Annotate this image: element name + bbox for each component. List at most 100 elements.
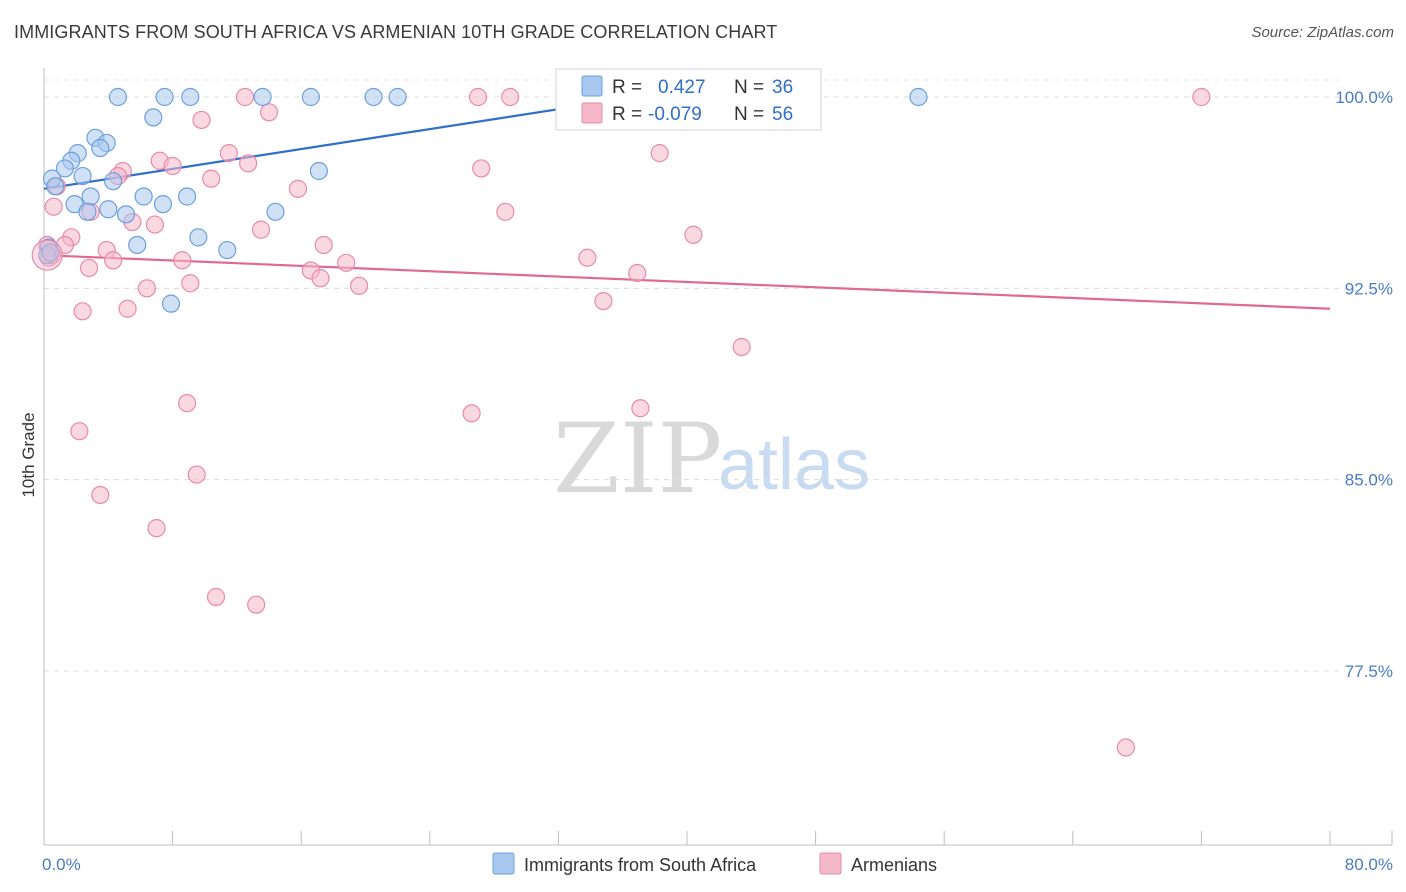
point-pink-8 (219, 144, 238, 163)
point-pink-51 (70, 422, 89, 441)
point-pink-16 (202, 169, 221, 188)
point-blue-34 (41, 243, 60, 262)
point-blue-26 (78, 202, 97, 221)
point-pink-53 (91, 485, 110, 505)
stats-r-value-1: 0.427 (658, 77, 706, 98)
point-pink-57 (1116, 738, 1135, 757)
point-pink-54 (147, 519, 166, 538)
stats-r-value-2: -0.079 (648, 104, 702, 125)
axes (43, 68, 1393, 846)
point-pink-6 (259, 103, 279, 122)
point-pink-44 (594, 291, 613, 311)
point-pink-41 (181, 274, 200, 293)
point-pink-9 (650, 144, 669, 163)
point-pink-7 (192, 110, 211, 130)
stats-swatch-blue (581, 75, 603, 97)
point-blue-2 (181, 87, 200, 107)
x-tick-labels: 0.0% 80.0% (42, 855, 1393, 874)
source-credit: Source: ZipAtlas.com (1251, 24, 1394, 41)
point-blue-22 (177, 187, 197, 206)
point-pink-13 (472, 159, 491, 178)
point-pink-21 (496, 202, 515, 221)
point-blue-28 (266, 202, 285, 221)
point-pink-18 (288, 179, 308, 198)
stats-legend: R = 0.427 N = 36 R = -0.079 N = 56 (555, 68, 822, 131)
point-pink-29 (314, 235, 333, 255)
point-pink-11 (239, 154, 258, 173)
stats-n-value-1: 36 (772, 77, 793, 98)
point-blue-29 (189, 228, 208, 247)
point-pink-23 (145, 215, 165, 234)
point-blue-11 (91, 138, 110, 158)
point-pink-45 (118, 299, 137, 318)
y-axis-label: 10th Grade (19, 412, 38, 497)
point-pink-56 (247, 595, 266, 614)
legend-label-armenians: Armenians (851, 855, 937, 875)
stats-n-label-1: N = (734, 77, 764, 98)
point-blue-17 (73, 166, 92, 186)
trend-lines (43, 90, 1331, 310)
y-tick-label-0: 100.0% (1335, 88, 1393, 107)
point-pink-43 (137, 279, 156, 298)
point-blue-1 (155, 87, 174, 107)
trend-line-pink (43, 254, 1331, 310)
chart-title: IMMIGRANTS FROM SOUTH AFRICA VS ARMENIAN… (14, 22, 778, 42)
point-blue-4 (301, 87, 320, 107)
point-pink-0 (235, 87, 255, 107)
point-blue-18 (104, 172, 123, 191)
point-cluster-origin (31, 239, 63, 271)
grid-lines (44, 79, 1345, 672)
point-pink-2 (501, 87, 520, 107)
x-tick-label-0: 0.0% (42, 855, 81, 874)
y-tick-labels: 100.0% 92.5% 85.0% 77.5% (1335, 88, 1393, 681)
point-blue-32 (218, 240, 237, 260)
y-tick-label-2: 85.0% (1345, 471, 1393, 490)
point-pink-37 (79, 258, 99, 278)
point-pink-52 (187, 465, 206, 484)
y-tick-label-1: 92.5% (1345, 279, 1393, 298)
point-pink-25 (684, 225, 703, 244)
stats-n-value-2: 56 (772, 104, 793, 125)
point-blue-27 (116, 205, 136, 224)
point-pink-24 (251, 220, 271, 239)
point-pink-39 (628, 263, 647, 283)
stats-n-label-2: N = (734, 104, 764, 125)
point-pink-50 (462, 404, 481, 423)
watermark-zip: ZIP (553, 403, 722, 515)
point-pink-12 (163, 156, 182, 175)
point-blue-15 (309, 161, 328, 181)
x-tick-label-1: 80.0% (1345, 855, 1393, 874)
point-pink-33 (104, 251, 123, 270)
point-pink-5 (1192, 87, 1211, 107)
legend-label-south-africa: Immigrants from South Africa (524, 855, 757, 875)
point-blue-3 (253, 87, 272, 107)
stats-swatch-pink (581, 102, 603, 124)
y-tick-label-3: 77.5% (1345, 662, 1393, 681)
point-blue-25 (153, 195, 173, 214)
watermark-atlas: atlas (718, 425, 870, 505)
legend-swatch-south-africa (492, 852, 515, 875)
point-pink-34 (173, 251, 192, 270)
point-blue-0 (108, 87, 128, 107)
point-blue-6 (388, 87, 407, 107)
point-pink-1 (468, 87, 488, 107)
point-pink-40 (311, 269, 330, 288)
legend-swatch-armenians (819, 852, 842, 875)
stats-r-label-1: R = (612, 77, 642, 98)
point-pink-49 (631, 399, 650, 418)
point-pink-46 (73, 302, 92, 321)
point-blue-19 (46, 177, 65, 196)
point-pink-35 (578, 248, 597, 267)
point-blue-35 (161, 294, 181, 313)
series-legend: Immigrants from South Africa Armenians (492, 852, 937, 875)
point-pink-47 (732, 337, 751, 357)
point-blue-8 (144, 108, 163, 127)
point-blue-14 (55, 159, 74, 178)
point-pink-42 (349, 276, 369, 295)
point-pink-55 (206, 587, 226, 607)
data-points (31, 87, 1211, 757)
point-blue-5 (364, 87, 383, 107)
point-blue-20 (81, 187, 100, 206)
point-pink-36 (337, 253, 356, 272)
